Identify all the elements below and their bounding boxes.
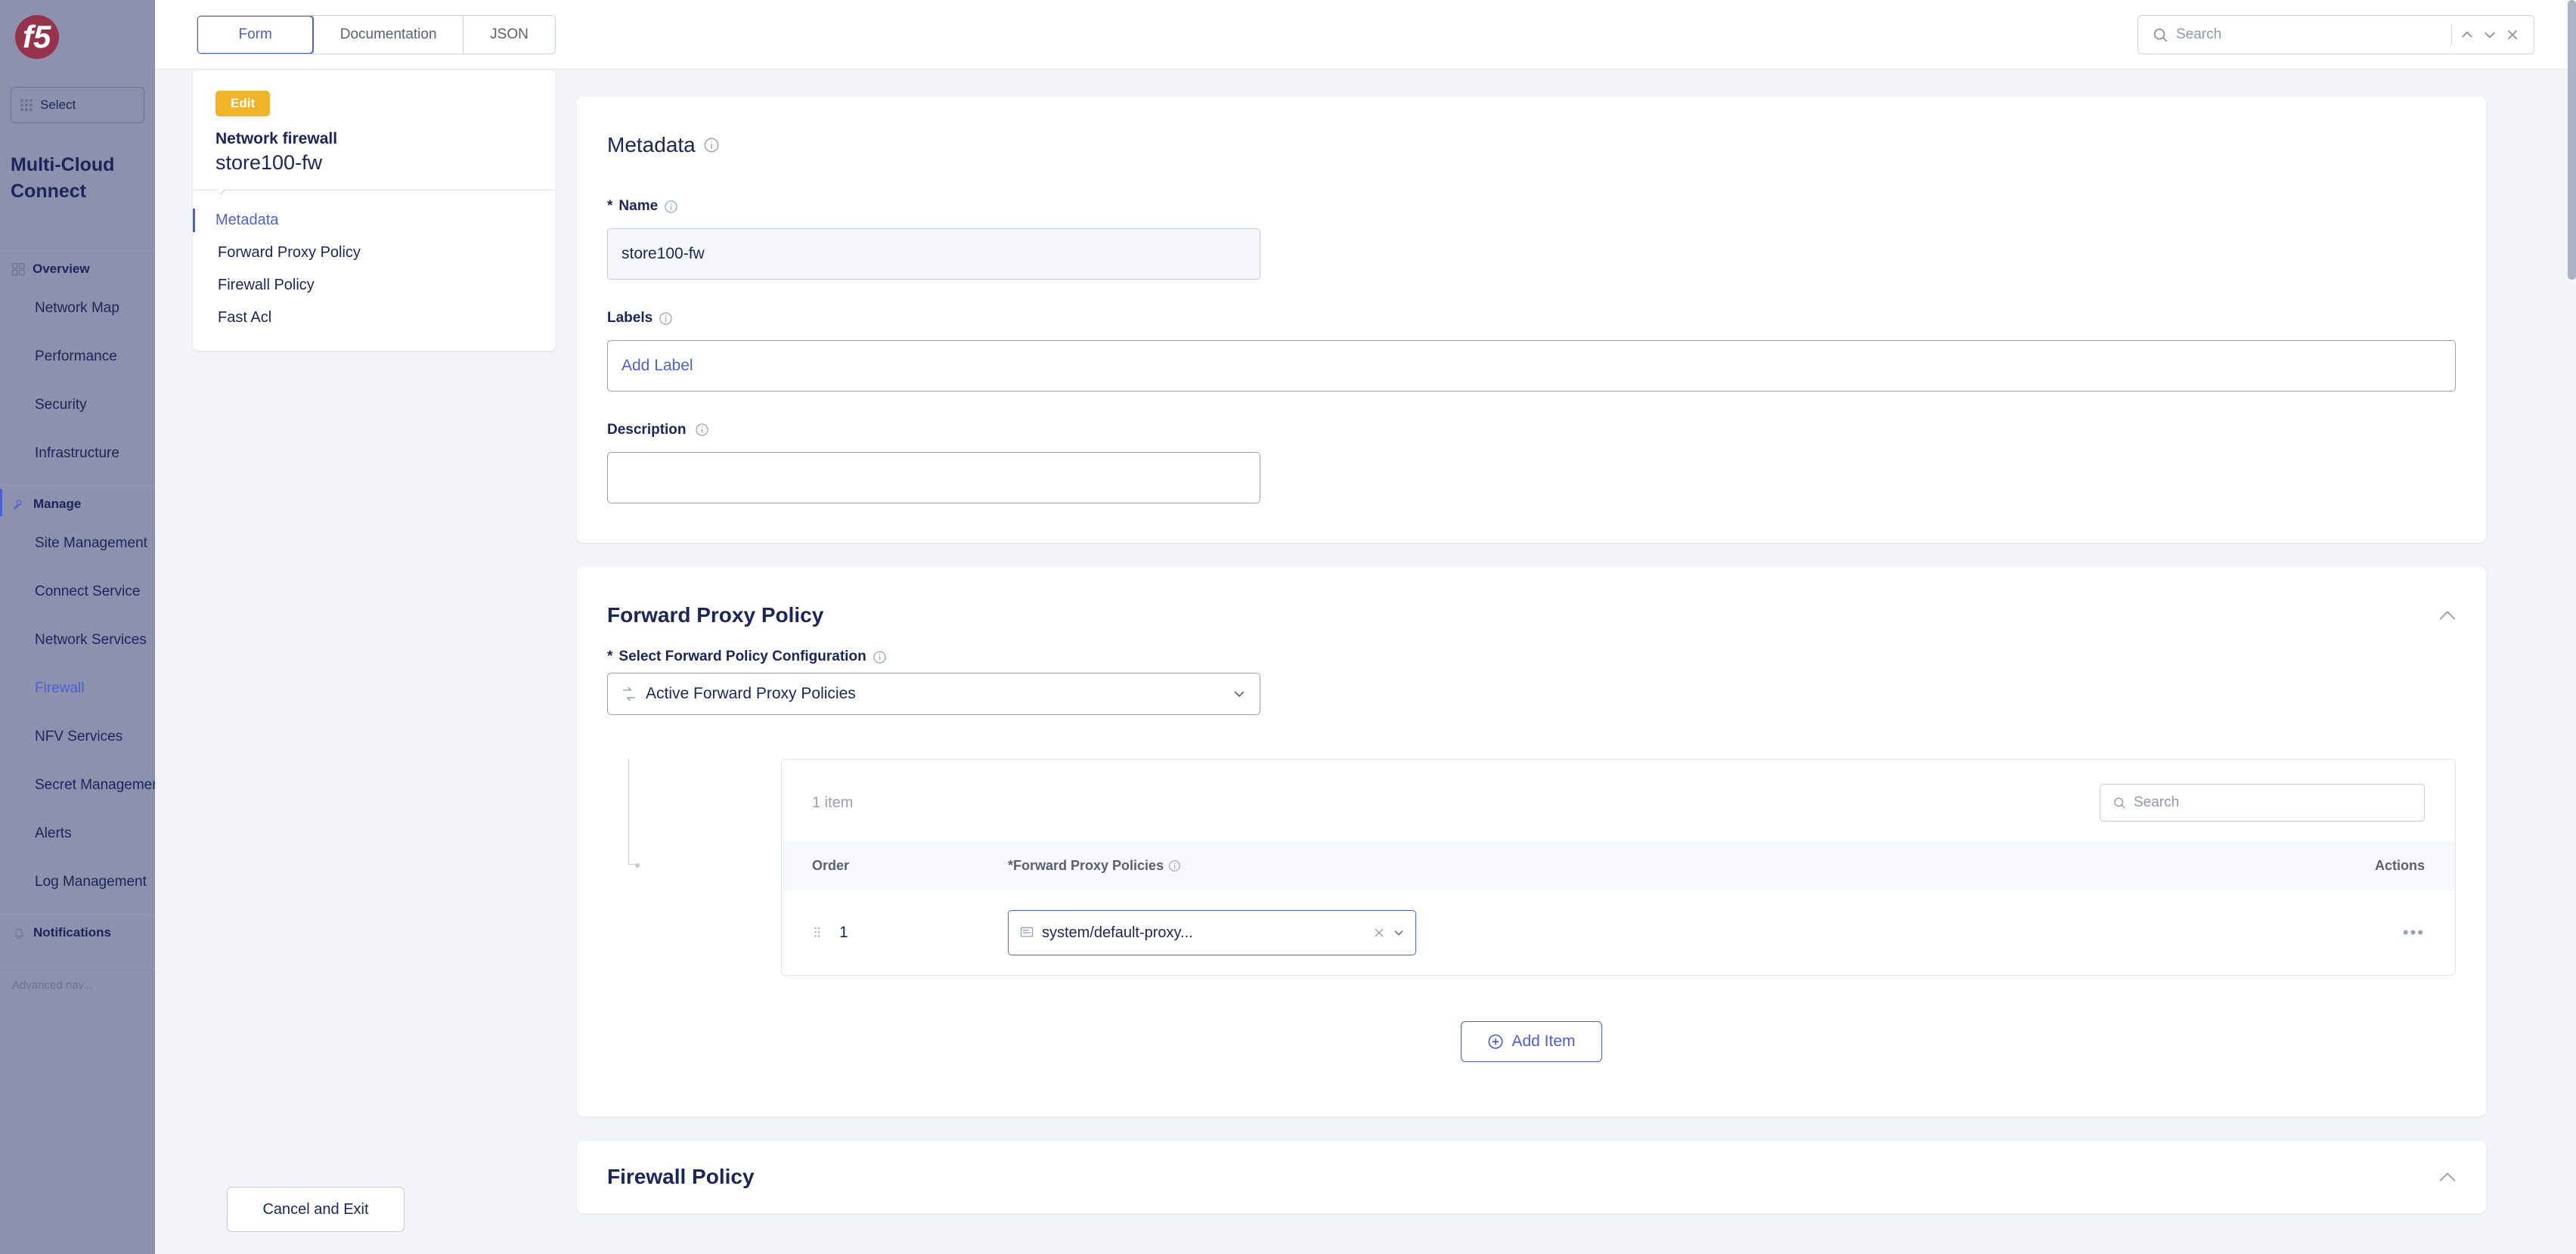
svg-text:f5: f5 [23, 19, 51, 54]
